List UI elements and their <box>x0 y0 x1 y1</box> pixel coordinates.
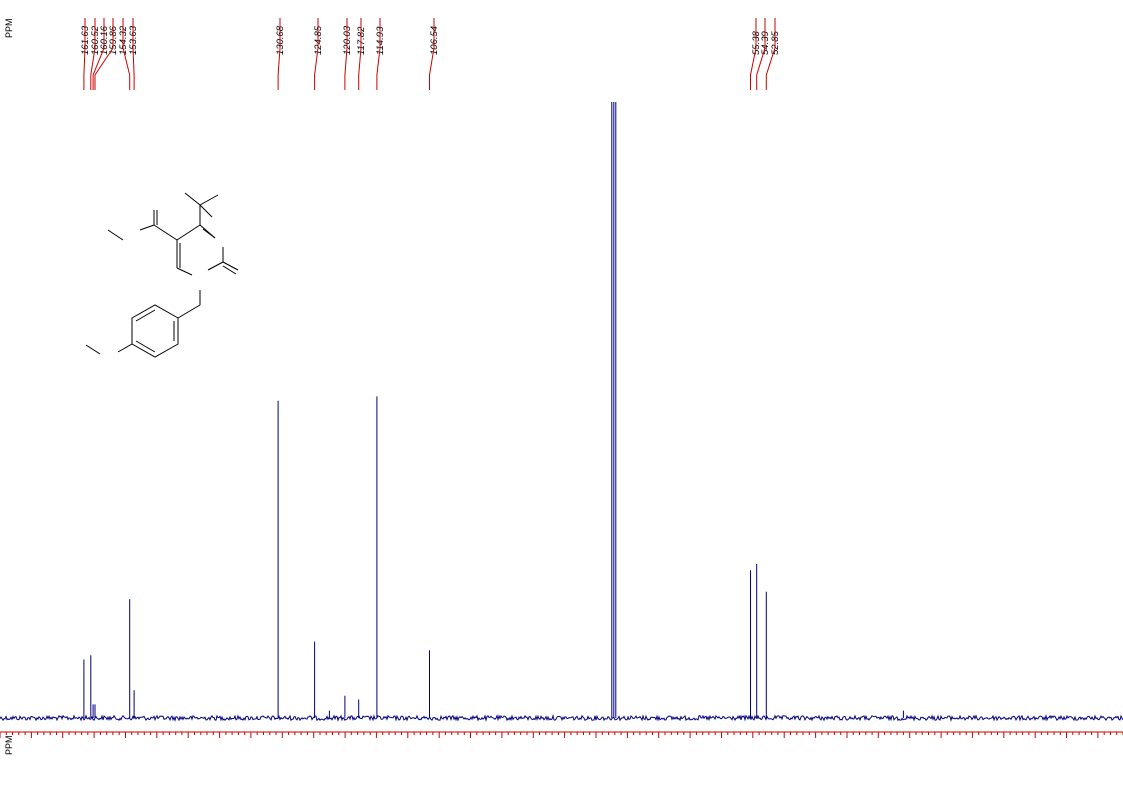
peak-leader <box>94 18 114 90</box>
peak-leader <box>83 18 86 90</box>
peak-leader <box>132 18 135 90</box>
peak-leader <box>429 18 435 90</box>
molecule-structure <box>85 192 239 358</box>
peak-leader <box>765 18 776 90</box>
spectrum-trace <box>0 102 1123 722</box>
peak-label-leaders <box>83 18 776 90</box>
peak-leader <box>90 18 96 90</box>
peak-leader <box>750 18 757 90</box>
peak-leader <box>358 18 362 90</box>
peak-leader <box>344 18 348 90</box>
peak-leader <box>92 18 105 90</box>
peak-leader <box>314 18 319 90</box>
bottom-axis-unit-label: PPM <box>4 735 14 755</box>
peak-leader <box>122 18 131 90</box>
top-axis-unit-label: PPM <box>4 18 14 38</box>
peak-leader <box>376 18 381 90</box>
x-axis-ticks <box>0 732 1123 738</box>
peak-leader <box>756 18 766 90</box>
peak-leader <box>277 18 281 90</box>
